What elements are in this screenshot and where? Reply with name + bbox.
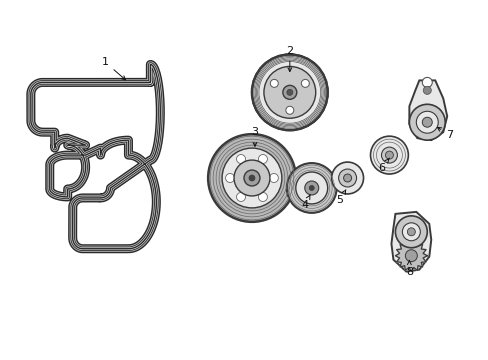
Circle shape	[225, 174, 234, 183]
Circle shape	[236, 154, 245, 163]
Circle shape	[331, 162, 363, 194]
Text: 6: 6	[377, 158, 388, 173]
Circle shape	[222, 148, 281, 208]
Text: 4: 4	[301, 195, 310, 210]
Circle shape	[423, 86, 430, 94]
Text: 2: 2	[285, 45, 293, 72]
Circle shape	[248, 175, 254, 181]
Circle shape	[208, 134, 295, 222]
Circle shape	[295, 172, 327, 204]
Polygon shape	[408, 80, 447, 140]
Circle shape	[370, 136, 407, 174]
Text: 1: 1	[102, 58, 125, 80]
Circle shape	[258, 154, 267, 163]
Polygon shape	[395, 240, 427, 272]
Circle shape	[381, 147, 397, 163]
Circle shape	[402, 223, 420, 241]
Circle shape	[343, 174, 351, 182]
Circle shape	[282, 85, 296, 99]
Circle shape	[258, 193, 267, 202]
Circle shape	[422, 117, 431, 127]
Text: 5: 5	[335, 190, 345, 205]
Circle shape	[286, 89, 292, 95]
Circle shape	[395, 216, 427, 248]
Polygon shape	[390, 212, 430, 272]
Circle shape	[405, 250, 416, 262]
Circle shape	[285, 106, 293, 114]
Circle shape	[244, 170, 260, 186]
Circle shape	[385, 151, 393, 159]
Circle shape	[407, 228, 414, 236]
Circle shape	[236, 193, 245, 202]
Text: 3: 3	[251, 127, 258, 146]
Circle shape	[338, 169, 356, 187]
Circle shape	[301, 80, 309, 87]
Text: 7: 7	[437, 127, 452, 140]
Circle shape	[422, 77, 431, 87]
Circle shape	[269, 174, 278, 183]
Text: 8: 8	[405, 261, 412, 276]
Circle shape	[308, 185, 314, 190]
Circle shape	[408, 104, 444, 140]
Circle shape	[415, 111, 437, 133]
Circle shape	[251, 54, 327, 130]
Circle shape	[264, 67, 315, 118]
Circle shape	[234, 160, 269, 196]
Circle shape	[286, 163, 336, 213]
Circle shape	[270, 80, 278, 87]
Circle shape	[304, 181, 318, 195]
